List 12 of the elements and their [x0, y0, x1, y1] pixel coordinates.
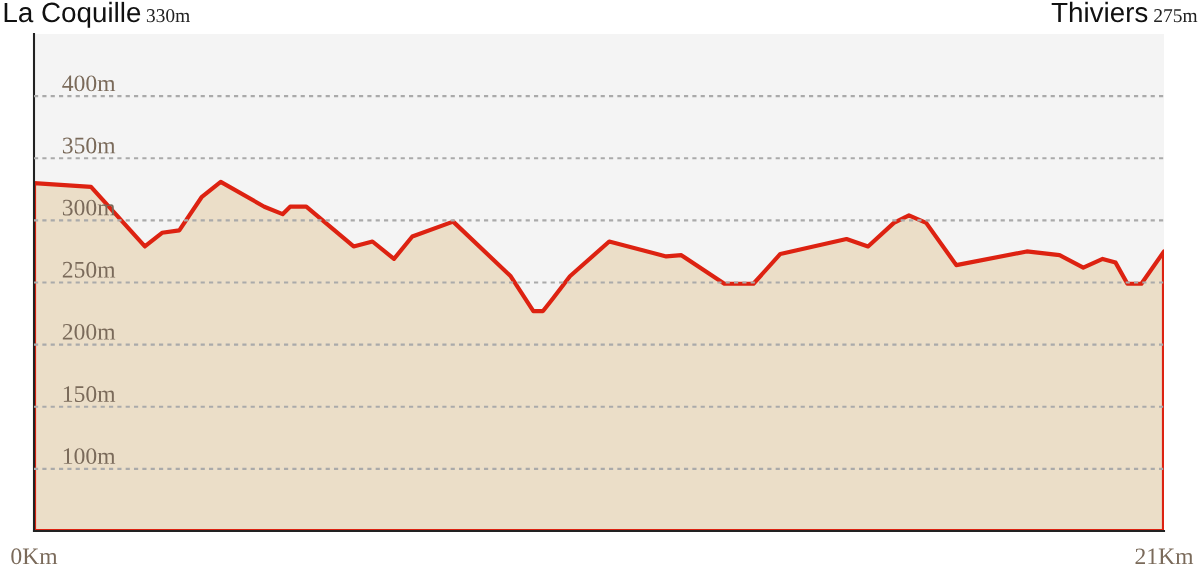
y-tick-label: 400m — [62, 75, 116, 92]
text: 330m — [146, 9, 190, 23]
x-tick-label: 0Km — [11, 548, 58, 565]
text: Thiviers — [1051, 1, 1148, 23]
text: 275m — [1154, 9, 1198, 23]
y-tick-label: 100m — [63, 448, 116, 465]
y-tick-label: 350m — [62, 137, 116, 154]
text: La Coquille — [4, 1, 141, 28]
y-tick-label: 150m — [63, 386, 116, 402]
y-tick-label: 200m — [62, 323, 116, 340]
x-tick-label: 21Km — [1135, 548, 1194, 565]
y-tick-label: 250m — [62, 261, 116, 278]
